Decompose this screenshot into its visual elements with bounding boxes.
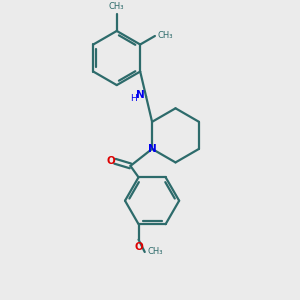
Text: N: N bbox=[148, 144, 157, 154]
Text: CH₃: CH₃ bbox=[148, 248, 163, 256]
Text: CH₃: CH₃ bbox=[157, 32, 173, 40]
Text: CH₃: CH₃ bbox=[109, 2, 124, 11]
Text: H: H bbox=[130, 94, 137, 103]
Text: O: O bbox=[134, 242, 143, 252]
Text: O: O bbox=[107, 156, 116, 166]
Text: N: N bbox=[136, 90, 144, 100]
